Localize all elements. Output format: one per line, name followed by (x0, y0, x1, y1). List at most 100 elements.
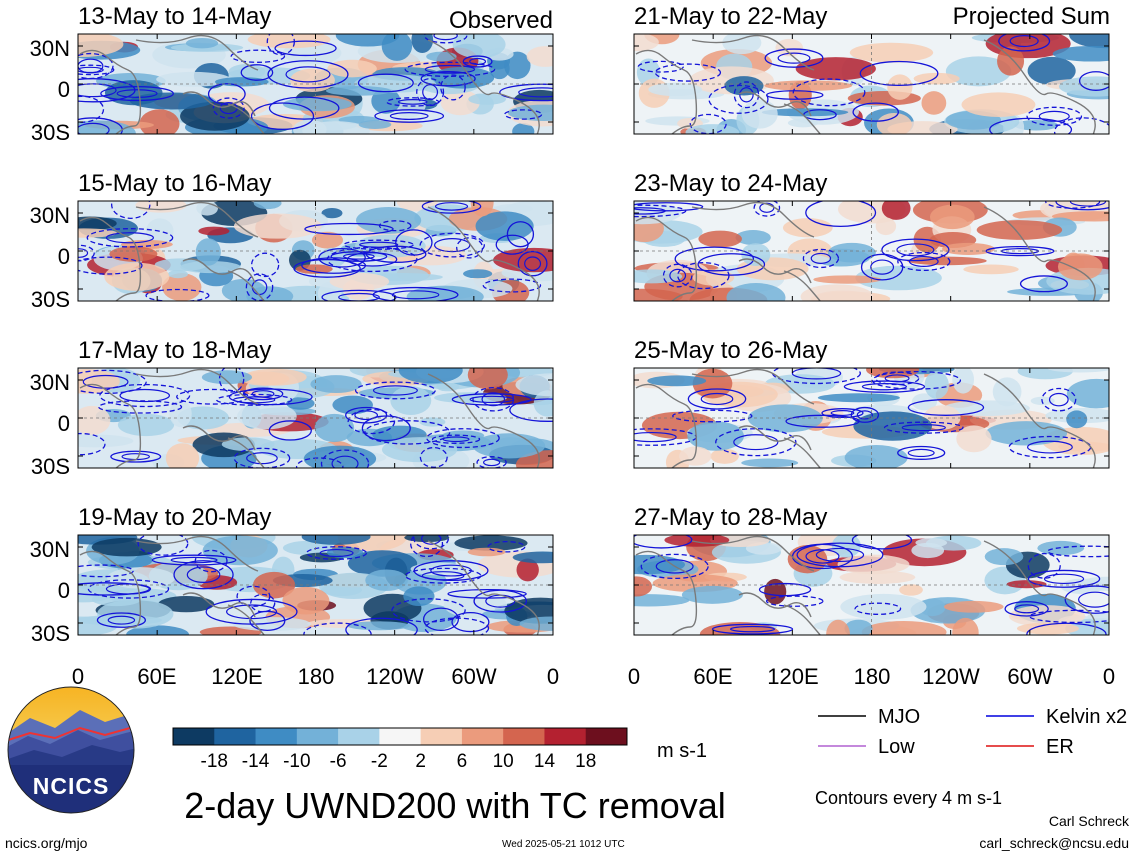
kelvin-contour (422, 607, 460, 632)
coastline (79, 383, 142, 468)
lon-labels-right: 0 60E 120E 180 120W 60W 0 (628, 664, 1115, 689)
kelvin-contour (110, 201, 151, 219)
anomaly-blob (634, 34, 659, 52)
map-panel-3 (77, 367, 554, 469)
kelvin-contour (998, 34, 1051, 52)
kelvin-contour (319, 548, 354, 558)
anomaly-blob (1069, 34, 1109, 49)
anomaly-blob (647, 375, 707, 387)
kelvin-contour (78, 52, 114, 80)
kelvin-contour (345, 406, 388, 424)
kelvin-contour (896, 243, 935, 257)
colorbar-tick-label: -2 (371, 751, 388, 772)
kelvin-contour (843, 380, 926, 393)
lon-180-left: 180 (298, 664, 335, 689)
kelvin-contour (304, 222, 394, 236)
kelvin-contour (1026, 440, 1073, 454)
kelvin-contour (881, 238, 950, 262)
kelvin-contour (669, 268, 687, 283)
anomaly-blob (454, 535, 528, 551)
kelvin-contour (419, 232, 485, 258)
panel-title-4: 19-May to 20-May (78, 504, 271, 531)
anomaly-blob (295, 264, 333, 274)
lat-30n-row4: 30N (30, 537, 70, 562)
anomaly-blob (78, 216, 117, 231)
kelvin-contour (372, 385, 418, 396)
kelvin-contour (78, 83, 117, 98)
anomaly-blob (961, 92, 1036, 117)
lon-0-left: 0 (72, 664, 84, 689)
kelvin-contour (802, 248, 840, 269)
anomaly-blob (512, 551, 553, 564)
lat-30s-row4: 30S (31, 621, 70, 646)
kelvin-contour (230, 49, 286, 63)
kelvin-contour (1078, 71, 1109, 91)
kelvin-contour (233, 447, 291, 468)
anomaly-blob (403, 586, 435, 607)
kelvin-contour (791, 368, 842, 380)
colorbar: -18 -14 -10 -6 -2 2 6 10 14 18 (172, 727, 628, 772)
anomaly-blob (180, 101, 250, 131)
anomaly-blob (1047, 368, 1109, 373)
anomaly-blob (775, 38, 804, 57)
lat-30n-row2: 30N (30, 203, 70, 228)
anomaly-blob (687, 421, 744, 451)
kelvin-contour (145, 288, 210, 301)
kelvin-contour (1043, 573, 1085, 585)
anomaly-blob (984, 548, 1024, 566)
coastline (738, 91, 812, 117)
kelvin-contour (733, 81, 760, 109)
anomaly-blob (1052, 45, 1109, 62)
kelvin-contour (397, 99, 428, 105)
lon-180-right: 180 (854, 664, 891, 689)
projected-sum-label: Projected Sum (953, 3, 1110, 30)
kelvin-contour (1041, 387, 1077, 412)
lat-0-row1: 0 (58, 77, 70, 102)
anomaly-blob (1078, 576, 1109, 591)
anomaly-blob (185, 38, 219, 49)
anomaly-blob (839, 570, 916, 584)
kelvin-contour (395, 229, 433, 256)
lon-0-end-left: 0 (547, 664, 559, 689)
kelvin-contour (462, 55, 493, 68)
anomaly-blob (109, 246, 158, 262)
anomaly-blob (976, 220, 1063, 240)
anomaly-blob (952, 617, 979, 635)
anomaly-blob (78, 405, 111, 435)
anomaly-blob (516, 558, 539, 582)
kelvin-contour (1014, 604, 1040, 614)
kelvin-contour (765, 595, 824, 607)
kelvin-contour (345, 617, 418, 635)
kelvin-contour (98, 400, 183, 414)
kelvin-contour (82, 374, 129, 389)
colorbar-tick-label: -6 (330, 751, 347, 772)
anomaly-blob (162, 273, 202, 301)
anomaly-blob (470, 201, 494, 217)
kelvin-contour (1027, 552, 1061, 579)
kelvin-contour (655, 559, 694, 574)
coastline (427, 373, 540, 468)
kelvin-contour (422, 84, 439, 101)
kelvin-contour (634, 202, 704, 212)
kelvin-contour (733, 434, 779, 451)
anomaly-blob (997, 46, 1025, 76)
kelvin-contour (218, 368, 245, 393)
anomaly-blob (135, 201, 187, 213)
kelvin-contour (672, 409, 753, 423)
kelvin-contour (389, 112, 429, 120)
lon-60w-right: 60W (1007, 664, 1052, 689)
colorbar-tick-label: -10 (283, 751, 310, 772)
kelvin-contour (420, 71, 476, 87)
kelvin-contour (186, 566, 221, 584)
kelvin-contour (434, 202, 469, 211)
anomaly-blob (78, 434, 134, 448)
anomaly-blob (634, 594, 690, 607)
anomaly-blob (911, 393, 938, 411)
anomaly-blob (440, 89, 480, 116)
kelvin-contour (785, 414, 860, 428)
map-panel-7 (633, 367, 1110, 469)
kelvin-contour (677, 261, 730, 290)
anomaly-blob (198, 226, 230, 236)
kelvin-contour (303, 622, 372, 635)
anomaly-blob (365, 569, 408, 591)
